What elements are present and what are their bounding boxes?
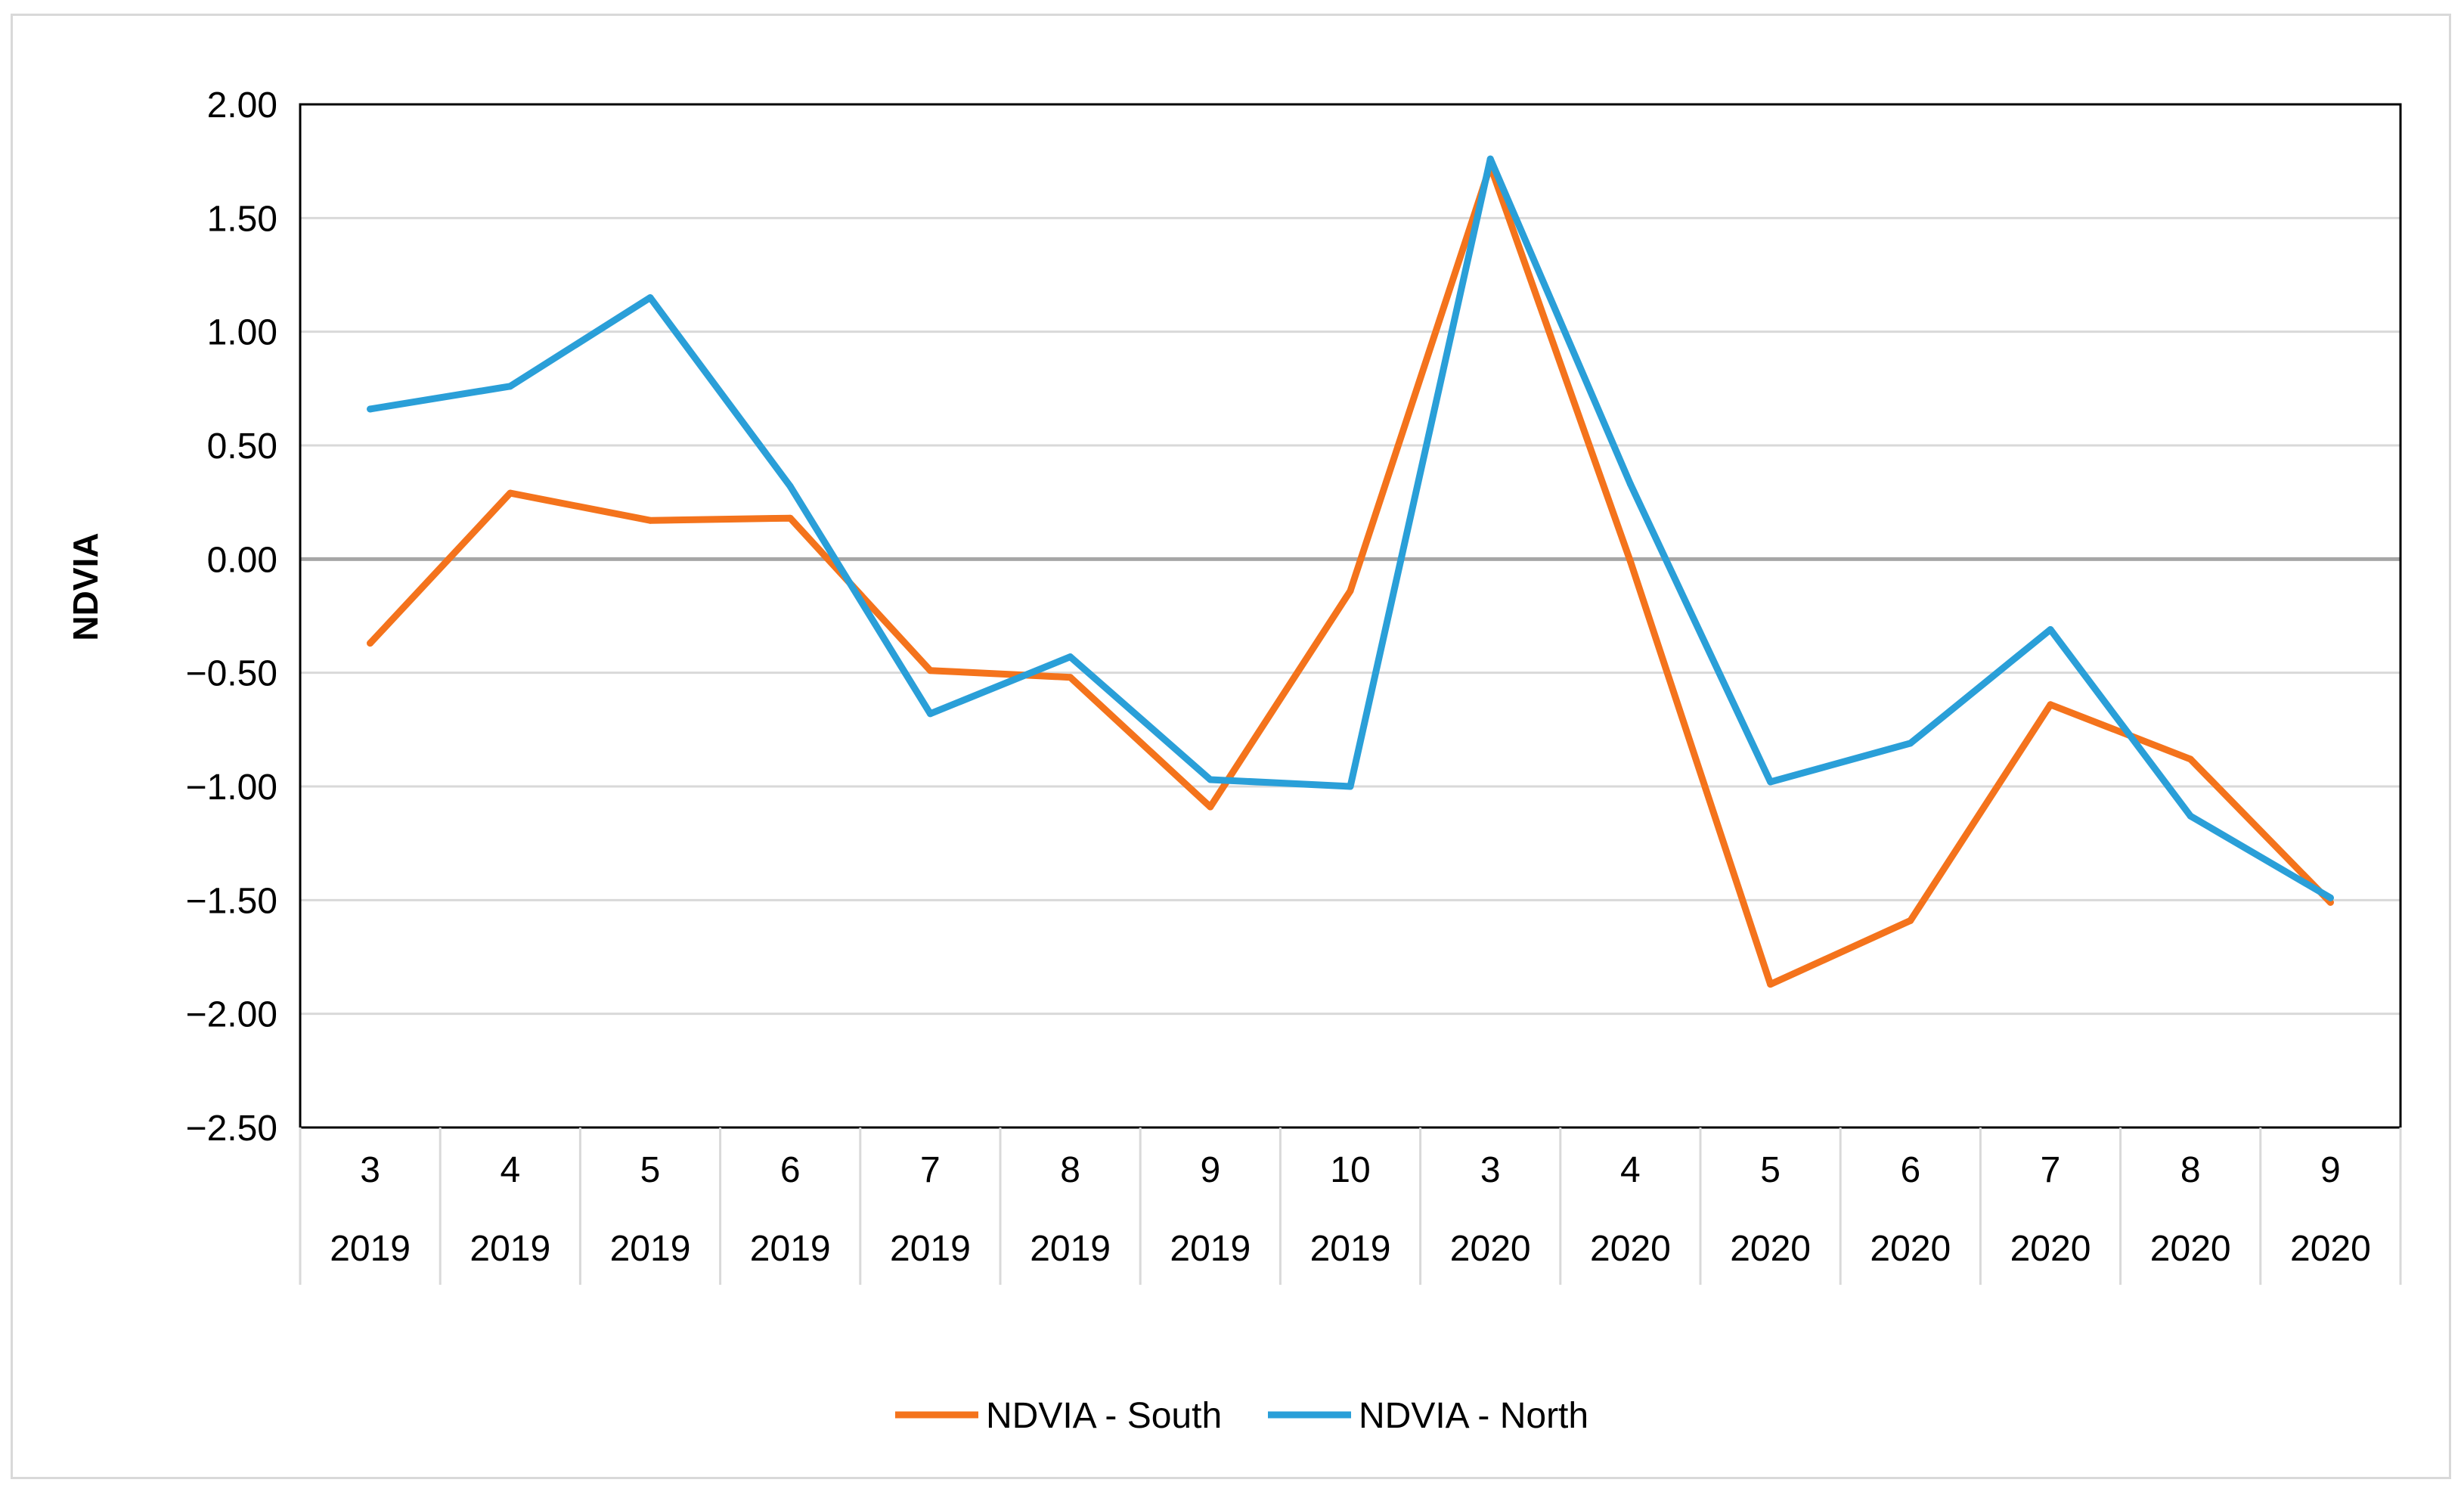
x-tick-year: 2020 bbox=[2290, 1229, 2371, 1269]
x-tick-year: 2019 bbox=[1310, 1229, 1391, 1269]
x-tick-year: 2019 bbox=[1170, 1229, 1251, 1269]
legend: NDVIA - South NDVIA - North bbox=[895, 1396, 1588, 1436]
plot-border bbox=[299, 103, 2402, 1129]
data-point bbox=[1767, 981, 1774, 988]
x-tick-year: 2019 bbox=[470, 1229, 550, 1269]
data-point bbox=[926, 667, 934, 675]
data-point bbox=[1626, 480, 1634, 488]
data-point bbox=[367, 405, 374, 413]
x-tick-month: 7 bbox=[2041, 1150, 2061, 1190]
x-tick-month: 4 bbox=[1620, 1150, 1641, 1190]
x-tick-year: 2019 bbox=[330, 1229, 411, 1269]
data-point bbox=[1486, 155, 1494, 163]
y-tick-label: −2.00 bbox=[186, 995, 277, 1035]
y-tick-label: −0.50 bbox=[186, 654, 277, 694]
axis-layer bbox=[299, 103, 2402, 1285]
data-point bbox=[926, 710, 934, 718]
x-tick-month: 3 bbox=[1480, 1150, 1501, 1190]
x-tick-month: 4 bbox=[500, 1150, 520, 1190]
y-tick-labels: 2.00 1.50 1.00 0.50 0.00 −0.50 −1.00 −1.50 −2.00… bbox=[186, 85, 277, 1149]
y-tick-label: 2.00 bbox=[207, 85, 277, 126]
x-tick-labels: 3 2019 4 2019 5 2019 6 2019 7 2019 8 2019 9 2019 10 201… bbox=[330, 1150, 2371, 1269]
data-point bbox=[1347, 783, 1354, 790]
data-point bbox=[1067, 674, 1074, 681]
x-tick-month: 10 bbox=[1330, 1150, 1370, 1190]
data-point bbox=[646, 294, 654, 302]
data-point bbox=[1207, 776, 1214, 783]
data-point bbox=[507, 383, 514, 390]
x-tick-year: 2020 bbox=[1450, 1229, 1531, 1269]
data-point bbox=[1347, 587, 1354, 594]
data-point bbox=[1067, 653, 1074, 661]
x-tick-month: 8 bbox=[1060, 1150, 1080, 1190]
x-tick-month: 3 bbox=[360, 1150, 380, 1190]
legend-label: NDVIA - North bbox=[1359, 1396, 1588, 1436]
x-tick-year: 2019 bbox=[1030, 1229, 1111, 1269]
data-point bbox=[2187, 755, 2194, 763]
y-tick-label: −1.00 bbox=[186, 768, 277, 808]
x-tick-year: 2020 bbox=[1870, 1229, 1951, 1269]
x-tick-year: 2019 bbox=[890, 1229, 971, 1269]
data-point bbox=[1907, 917, 1914, 924]
legend-label: NDVIA - South bbox=[986, 1396, 1222, 1436]
x-tick-year: 2019 bbox=[610, 1229, 691, 1269]
x-tick-month: 9 bbox=[2320, 1150, 2341, 1190]
data-point bbox=[1207, 803, 1214, 811]
line-chart: 2.00 1.50 1.00 0.50 0.00 −0.50 −1.00 −1.50 −2.00… bbox=[66, 85, 2402, 1436]
x-tick-year: 2019 bbox=[750, 1229, 831, 1269]
x-tick-year: 2020 bbox=[1730, 1229, 1811, 1269]
x-tick-year: 2020 bbox=[2150, 1229, 2231, 1269]
x-tick-month: 9 bbox=[1200, 1150, 1220, 1190]
x-tick-month: 6 bbox=[1900, 1150, 1920, 1190]
x-tick-year: 2020 bbox=[1590, 1229, 1671, 1269]
data-point bbox=[646, 516, 654, 524]
y-tick-label: 1.00 bbox=[207, 313, 277, 353]
data-point bbox=[2047, 701, 2054, 709]
y-tick-label: 0.00 bbox=[207, 540, 277, 580]
x-tick-month: 8 bbox=[2180, 1150, 2201, 1190]
data-point bbox=[1767, 778, 1774, 786]
x-tick-month: 5 bbox=[640, 1150, 661, 1190]
data-point bbox=[2326, 894, 2334, 901]
chart-frame: 2.00 1.50 1.00 0.50 0.00 −0.50 −1.00 −1.50 −2.00… bbox=[11, 14, 2451, 1479]
data-point bbox=[507, 489, 514, 497]
grid-layer bbox=[300, 103, 2400, 1129]
x-tick-month: 5 bbox=[1760, 1150, 1781, 1190]
y-tick-label: −2.50 bbox=[186, 1109, 277, 1149]
x-tick-year: 2020 bbox=[2010, 1229, 2091, 1269]
series-line-ndvia-south bbox=[367, 162, 2334, 988]
x-tick-month: 6 bbox=[780, 1150, 801, 1190]
y-axis-label: NDVIA bbox=[66, 532, 105, 640]
data-point bbox=[786, 482, 794, 490]
y-tick-label: 1.50 bbox=[207, 199, 277, 239]
data-point bbox=[2047, 626, 2054, 634]
data-point bbox=[786, 514, 794, 522]
series-layer bbox=[367, 155, 2334, 988]
data-point bbox=[367, 640, 374, 647]
x-tick-month: 7 bbox=[920, 1150, 941, 1190]
data-point bbox=[2187, 812, 2194, 820]
data-point bbox=[1626, 557, 1634, 565]
data-point bbox=[1907, 740, 1914, 747]
y-tick-label: 0.50 bbox=[207, 426, 277, 467]
y-tick-label: −1.50 bbox=[186, 881, 277, 921]
